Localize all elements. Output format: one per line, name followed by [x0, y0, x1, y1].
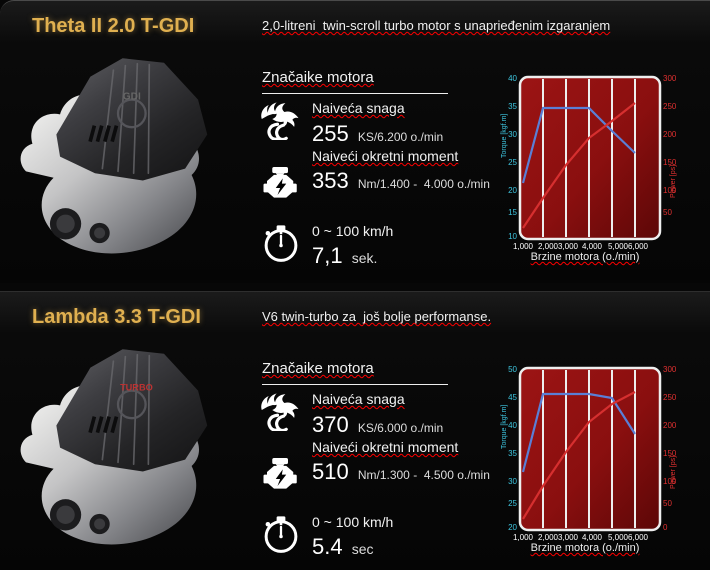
svg-text:20: 20	[508, 186, 517, 195]
svg-text:200: 200	[663, 130, 677, 139]
svg-text:25: 25	[508, 499, 517, 508]
svg-text:Power [ps]: Power [ps]	[670, 456, 677, 489]
svg-text:2,000: 2,000	[538, 533, 559, 542]
svg-text:1,000: 1,000	[513, 533, 534, 542]
svg-text:300: 300	[663, 365, 677, 374]
svg-text:40: 40	[508, 421, 517, 430]
svg-text:20: 20	[508, 523, 517, 532]
svg-text:250: 250	[663, 102, 677, 111]
svg-text:50: 50	[663, 208, 672, 217]
svg-text:45: 45	[508, 393, 517, 402]
svg-text:5,000: 5,000	[608, 242, 629, 251]
svg-text:Power [ps]: Power [ps]	[670, 165, 677, 198]
svg-text:6,000: 6,000	[628, 533, 649, 542]
svg-text:30: 30	[508, 130, 517, 139]
svg-text:Torque [kgf.m]: Torque [kgf.m]	[501, 405, 508, 449]
svg-text:15: 15	[508, 208, 517, 217]
svg-text:250: 250	[663, 393, 677, 402]
svg-text:50: 50	[663, 499, 672, 508]
svg-text:40: 40	[508, 74, 517, 83]
svg-text:GDI: GDI	[123, 92, 141, 103]
svg-text:1,000: 1,000	[513, 242, 534, 251]
svg-text:10: 10	[508, 232, 517, 241]
svg-text:50: 50	[508, 365, 517, 374]
svg-text:0: 0	[663, 523, 668, 532]
svg-text:2,000: 2,000	[538, 242, 559, 251]
svg-text:35: 35	[508, 449, 517, 458]
svg-text:4,000: 4,000	[582, 242, 603, 251]
svg-text:5,000: 5,000	[608, 533, 629, 542]
svg-text:30: 30	[508, 477, 517, 486]
svg-text:6,000: 6,000	[628, 242, 649, 251]
svg-text:3,000: 3,000	[558, 242, 579, 251]
svg-text:25: 25	[508, 158, 517, 167]
svg-text:300: 300	[663, 74, 677, 83]
svg-text:3,000: 3,000	[558, 533, 579, 542]
svg-text:Torque [kgf.m]: Torque [kgf.m]	[501, 114, 508, 158]
svg-text:TURBO: TURBO	[120, 383, 153, 393]
svg-text:4,000: 4,000	[582, 533, 603, 542]
svg-text:200: 200	[663, 421, 677, 430]
svg-text:35: 35	[508, 102, 517, 111]
